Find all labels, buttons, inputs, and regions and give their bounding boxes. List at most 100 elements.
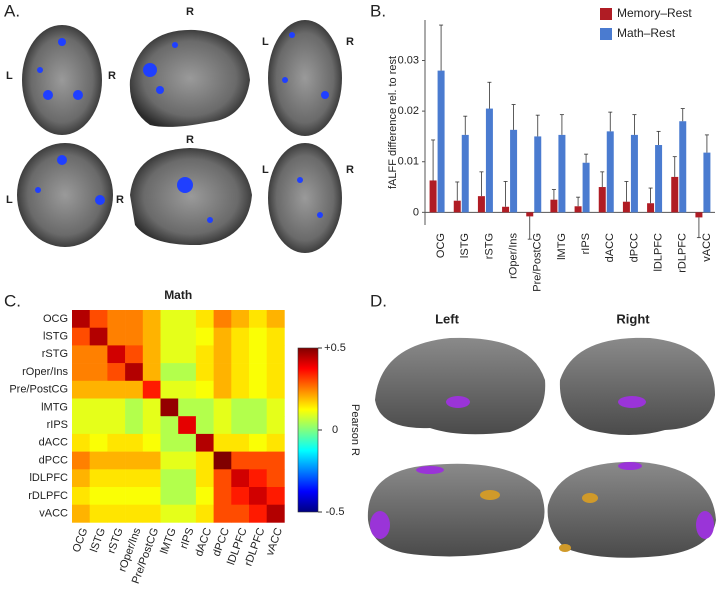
bar <box>647 203 655 213</box>
row-label: lDLPFC <box>29 472 68 484</box>
bar <box>630 134 638 213</box>
heatmap-cell <box>125 469 144 488</box>
heatmap-cell <box>160 363 179 382</box>
row-label: dACC <box>39 437 68 449</box>
heatmap-cell <box>89 504 108 523</box>
legend-swatch <box>600 8 612 20</box>
x-tick-label: lSTG <box>459 233 471 258</box>
heatmap-cell <box>125 504 144 523</box>
legend-swatch <box>600 28 612 40</box>
heatmap-cell <box>266 363 285 382</box>
x-tick-label: rDLPFC <box>677 233 689 273</box>
y-tick-label: 0.02 <box>398 105 419 117</box>
heatmap-cell <box>107 433 126 452</box>
heatmap-cell <box>213 504 232 523</box>
watermark: 知乎 @思影 <box>603 559 677 575</box>
heatmap-cell <box>160 310 179 328</box>
heatmap-cell <box>142 504 161 523</box>
heatmap-cell <box>195 416 214 435</box>
heatmap-cell <box>231 469 250 488</box>
col-label: rIPS <box>178 526 197 550</box>
heatmap-cell <box>89 327 108 346</box>
row-label: rOper/Ins <box>22 366 68 378</box>
colorbar <box>297 347 319 513</box>
heatmap-cell <box>249 363 267 382</box>
heatmap-cell <box>72 310 90 328</box>
heatmap-cell <box>195 327 214 346</box>
heatmap-cell <box>213 451 232 470</box>
heatmap-cell <box>107 416 126 435</box>
heatmap-cell <box>160 327 179 346</box>
heatmap-cell <box>178 451 197 470</box>
bar <box>679 121 687 213</box>
heatmap-cell <box>195 363 214 382</box>
heatmap-cell <box>231 345 250 364</box>
heatmap-cell <box>213 310 232 328</box>
bar <box>606 131 614 213</box>
row-label: vACC <box>39 507 68 519</box>
heatmap-cell <box>72 504 90 523</box>
heatmap-cell <box>249 380 267 399</box>
heatmap-cell <box>125 416 144 435</box>
x-tick-label: dACC <box>604 233 616 262</box>
heatmap-cell <box>107 327 126 346</box>
heatmap-cell <box>142 380 161 399</box>
heatmap-cell <box>72 487 90 505</box>
legend-label: Memory–Rest <box>617 6 692 20</box>
bar <box>485 108 493 213</box>
heatmap-cell <box>125 433 144 452</box>
heatmap-title: Math <box>164 288 192 302</box>
heatmap-cell <box>249 327 267 346</box>
heatmap-cell <box>72 380 90 399</box>
heatmap-cell <box>178 345 197 364</box>
x-tick-label: vACC <box>701 233 713 262</box>
row-label: lSTG <box>43 330 68 342</box>
x-tick-label: OCG <box>435 233 447 258</box>
row-label: rDLPFC <box>28 490 68 502</box>
heatmap-cell <box>249 345 267 364</box>
bar <box>598 187 606 213</box>
heatmap-cell <box>266 487 285 505</box>
orientation-label: L <box>6 70 13 82</box>
y-axis-label: fALFF difference rel. to rest <box>387 56 399 189</box>
panel-label: B. <box>370 1 386 20</box>
heatmap-cell <box>178 380 197 399</box>
heatmap-cell <box>160 416 179 435</box>
colorbar-label: Pearson R <box>349 404 361 456</box>
heatmap-cell <box>142 327 161 346</box>
heatmap-cell <box>125 451 144 470</box>
heatmap-cell <box>231 433 250 452</box>
heatmap-cell <box>142 345 161 364</box>
heatmap-cell <box>249 469 267 488</box>
heatmap-cell <box>213 327 232 346</box>
heatmap-cell <box>266 416 285 435</box>
colorbar-tick-label: +0.5 <box>324 342 346 354</box>
heatmap-cell <box>266 380 285 399</box>
orientation-label: R <box>186 6 194 18</box>
heatmap-cell <box>266 451 285 470</box>
heatmap-cell <box>178 398 197 417</box>
heatmap-cell <box>72 327 90 346</box>
heatmap-cell <box>249 398 267 417</box>
heatmap-cell <box>125 398 144 417</box>
orientation-label: L <box>262 36 269 48</box>
heatmap-cell <box>142 487 161 505</box>
x-tick-label: rOper/Ins <box>507 233 519 279</box>
orientation-label: L <box>262 164 269 176</box>
bar <box>671 176 679 213</box>
heatmap-cell <box>213 398 232 417</box>
heatmap-cell <box>142 310 161 328</box>
heatmap-cell <box>266 310 285 328</box>
heatmap-cell <box>125 363 144 382</box>
heatmap-cell <box>266 504 285 523</box>
panel-d-brains <box>367 337 716 558</box>
heatmap-cell <box>89 451 108 470</box>
heatmap-cell <box>107 398 126 417</box>
heatmap-cell <box>266 433 285 452</box>
x-tick-label: rSTG <box>483 233 495 259</box>
heatmap-cell <box>72 433 90 452</box>
heatmap-cell <box>178 363 197 382</box>
bar <box>622 201 630 213</box>
heatmap-cell <box>89 380 108 399</box>
heatmap-cell <box>142 416 161 435</box>
